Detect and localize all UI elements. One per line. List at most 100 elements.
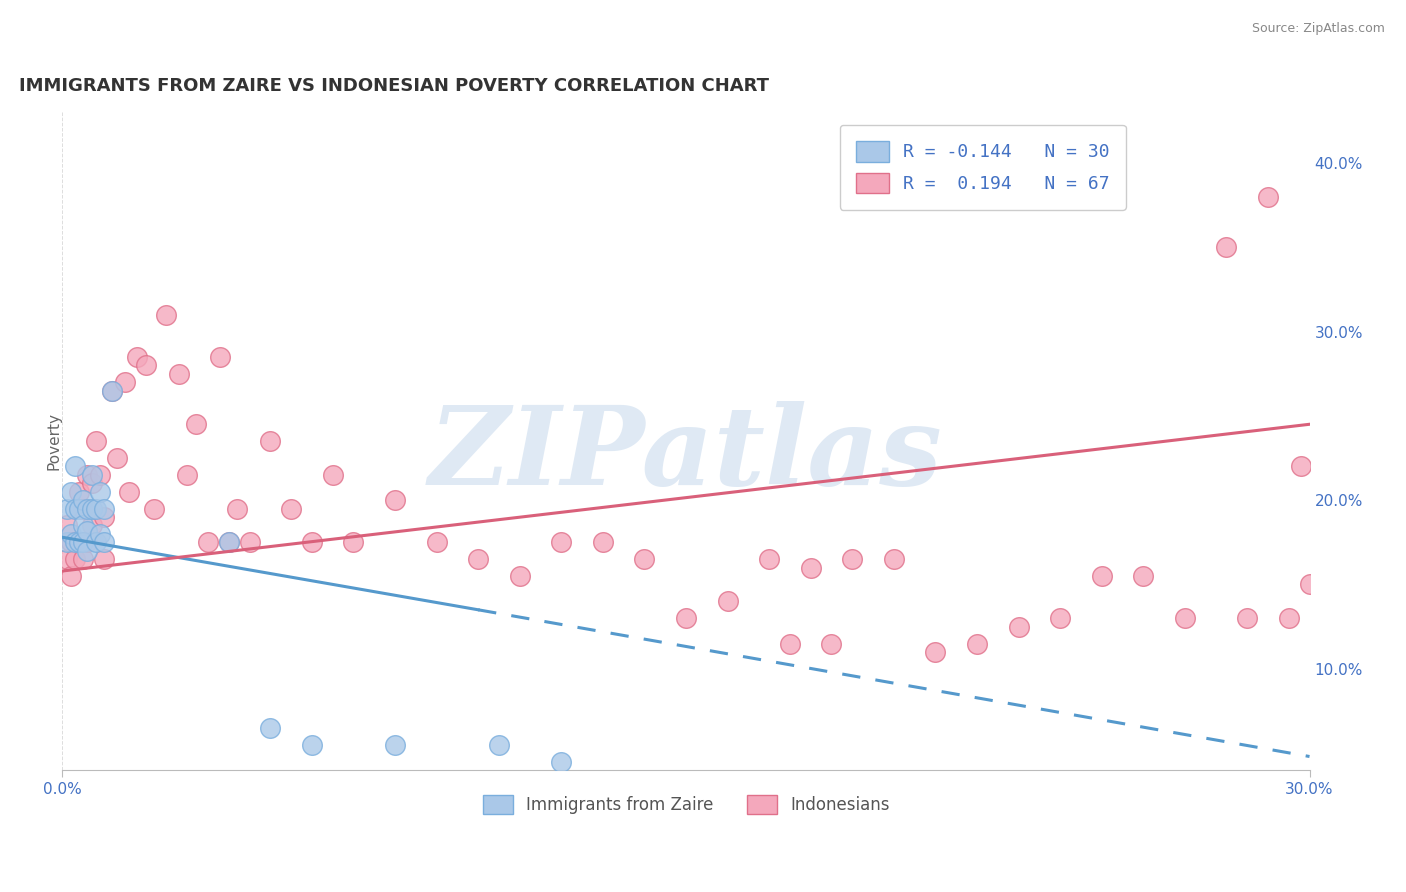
Point	[1049, 611, 1071, 625]
Point	[800, 560, 823, 574]
Point	[76, 467, 98, 482]
Point	[89, 484, 111, 499]
Point	[80, 501, 103, 516]
Point	[1174, 611, 1197, 625]
Point	[80, 518, 103, 533]
Point	[55, 552, 77, 566]
Point	[966, 636, 988, 650]
Point	[63, 552, 86, 566]
Text: Source: ZipAtlas.com: Source: ZipAtlas.com	[1251, 22, 1385, 36]
Point	[114, 375, 136, 389]
Point	[1289, 459, 1312, 474]
Point	[488, 738, 510, 752]
Point	[142, 501, 165, 516]
Point	[59, 535, 82, 549]
Y-axis label: Poverty: Poverty	[46, 412, 62, 470]
Point	[280, 501, 302, 516]
Point	[72, 552, 94, 566]
Point	[59, 527, 82, 541]
Point	[76, 543, 98, 558]
Point	[384, 738, 406, 752]
Point	[155, 308, 177, 322]
Point	[226, 501, 249, 516]
Point	[238, 535, 260, 549]
Point	[84, 501, 107, 516]
Point	[1236, 611, 1258, 625]
Point	[63, 535, 86, 549]
Point	[67, 484, 90, 499]
Point	[342, 535, 364, 549]
Point	[93, 535, 115, 549]
Point	[72, 493, 94, 508]
Point	[820, 636, 842, 650]
Point	[301, 738, 323, 752]
Point	[101, 384, 124, 398]
Point	[105, 450, 128, 465]
Point	[675, 611, 697, 625]
Point	[59, 484, 82, 499]
Point	[779, 636, 801, 650]
Point	[1298, 577, 1320, 591]
Point	[89, 527, 111, 541]
Point	[841, 552, 863, 566]
Point	[93, 552, 115, 566]
Point	[384, 493, 406, 508]
Point	[59, 569, 82, 583]
Point	[101, 384, 124, 398]
Legend: Immigrants from Zaire, Indonesians: Immigrants from Zaire, Indonesians	[475, 789, 896, 821]
Text: ZIPatlas: ZIPatlas	[429, 401, 943, 508]
Point	[118, 484, 141, 499]
Point	[509, 569, 531, 583]
Point	[883, 552, 905, 566]
Point	[716, 594, 738, 608]
Point	[67, 501, 90, 516]
Point	[1132, 569, 1154, 583]
Point	[592, 535, 614, 549]
Point	[322, 467, 344, 482]
Point	[93, 501, 115, 516]
Point	[426, 535, 449, 549]
Point	[259, 434, 281, 449]
Point	[924, 645, 946, 659]
Point	[67, 535, 90, 549]
Point	[67, 535, 90, 549]
Point	[76, 501, 98, 516]
Point	[167, 367, 190, 381]
Point	[758, 552, 780, 566]
Point	[72, 501, 94, 516]
Point	[135, 358, 157, 372]
Point	[63, 459, 86, 474]
Point	[550, 755, 572, 769]
Point	[1091, 569, 1114, 583]
Point	[633, 552, 655, 566]
Point	[550, 535, 572, 549]
Point	[127, 350, 149, 364]
Point	[84, 535, 107, 549]
Point	[93, 510, 115, 524]
Point	[301, 535, 323, 549]
Point	[1215, 240, 1237, 254]
Point	[55, 535, 77, 549]
Point	[1257, 189, 1279, 203]
Point	[176, 467, 198, 482]
Point	[76, 524, 98, 538]
Point	[55, 501, 77, 516]
Point	[72, 518, 94, 533]
Point	[89, 467, 111, 482]
Point	[197, 535, 219, 549]
Point	[218, 535, 240, 549]
Text: IMMIGRANTS FROM ZAIRE VS INDONESIAN POVERTY CORRELATION CHART: IMMIGRANTS FROM ZAIRE VS INDONESIAN POVE…	[18, 78, 769, 95]
Point	[72, 535, 94, 549]
Point	[209, 350, 232, 364]
Point	[80, 467, 103, 482]
Point	[80, 476, 103, 491]
Point	[1278, 611, 1301, 625]
Point	[84, 434, 107, 449]
Point	[76, 535, 98, 549]
Point	[467, 552, 489, 566]
Point	[63, 501, 86, 516]
Point	[63, 535, 86, 549]
Point	[55, 518, 77, 533]
Point	[259, 721, 281, 735]
Point	[218, 535, 240, 549]
